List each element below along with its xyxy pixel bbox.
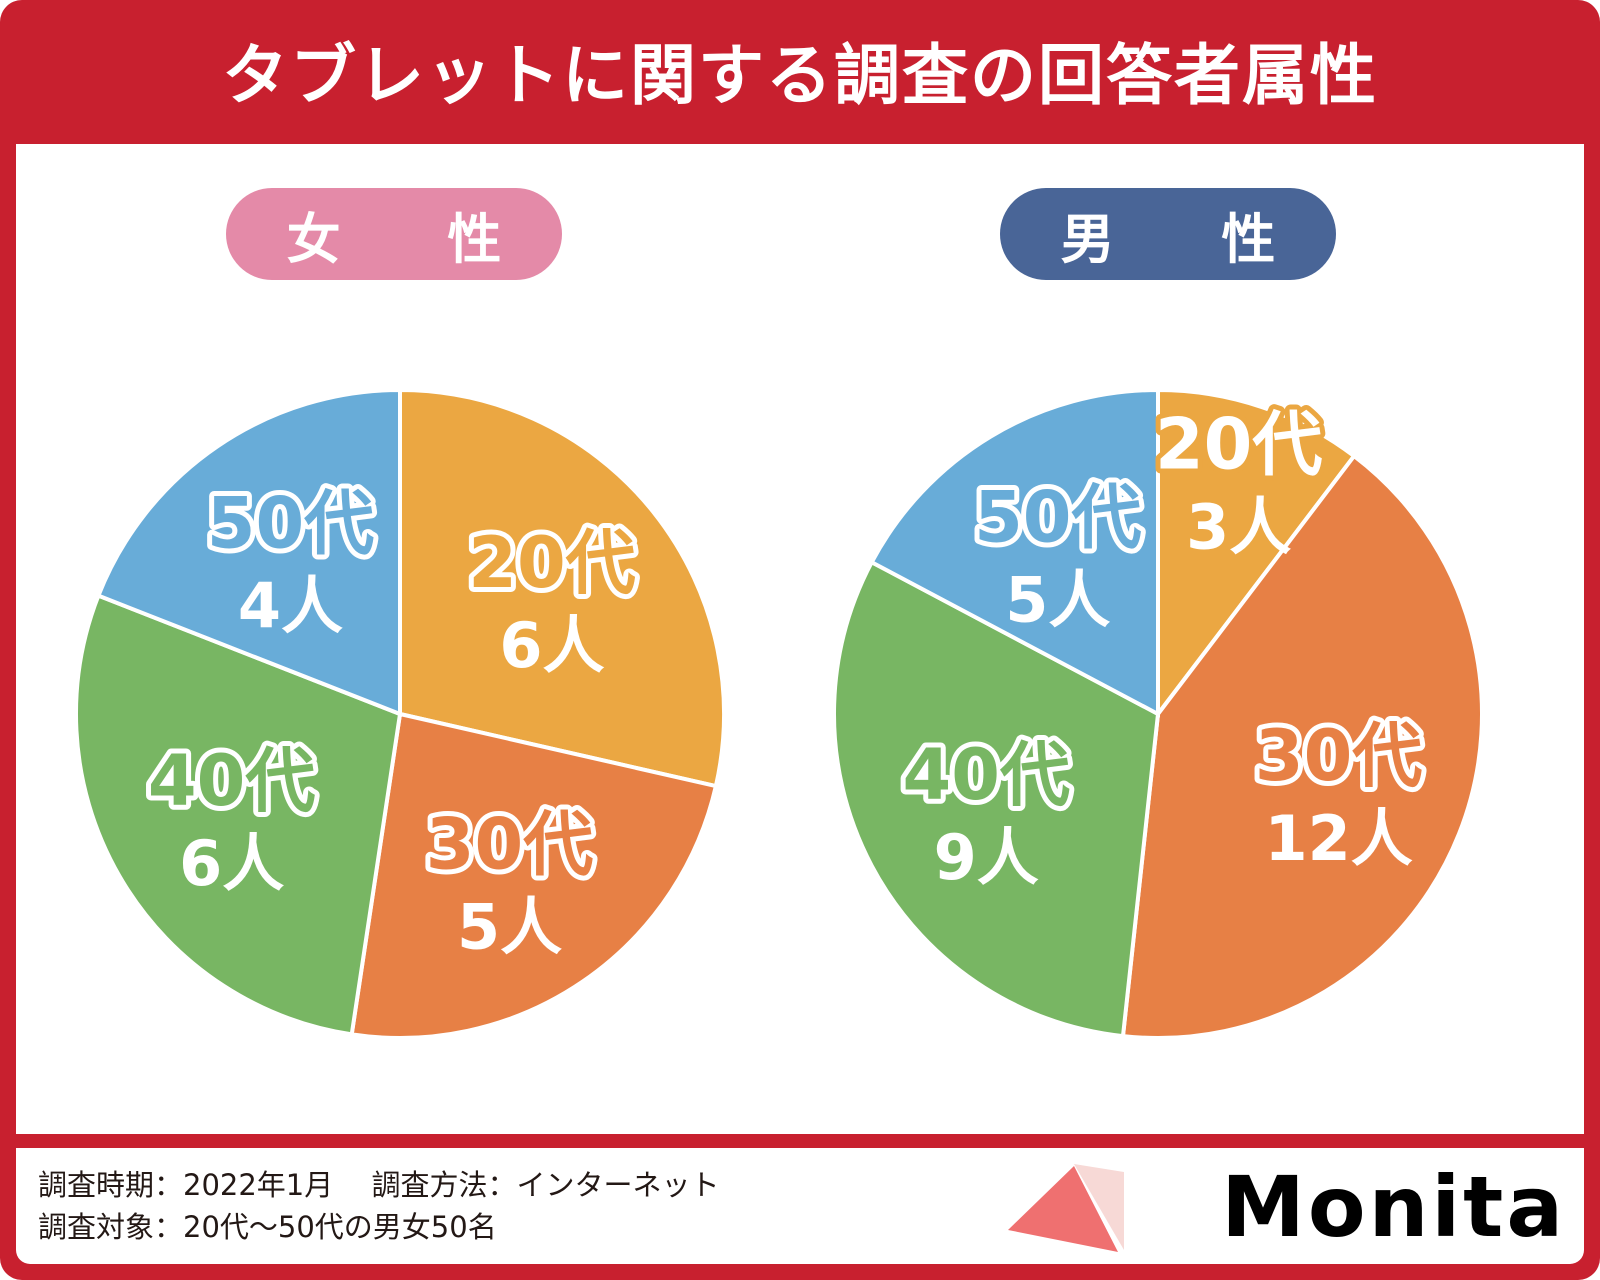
- footer: 調査時期：2022年1月 調査方法：インターネット 調査対象：20代～50代の男…: [16, 1148, 1584, 1264]
- count-label: 5人: [1005, 563, 1110, 636]
- age-label: 40代: [148, 740, 315, 822]
- pie-slice-20代: [398, 387, 726, 789]
- pie-slice-30代: [1120, 453, 1484, 1040]
- age-label: 50代: [207, 482, 374, 564]
- pie-slice-50代: [95, 387, 402, 717]
- age-label: 20代: [468, 522, 635, 604]
- pie-slice-40代: [832, 559, 1161, 1039]
- pie-slice-40代: [74, 593, 403, 1037]
- age-label: 20代: [1155, 404, 1322, 486]
- count-label: 12人: [1264, 802, 1412, 875]
- male-label: 男 性: [1000, 188, 1336, 280]
- logo-text: Monita: [1221, 1158, 1566, 1256]
- count-label: 5人: [457, 891, 562, 964]
- monita-logo: Monita: [1006, 1158, 1566, 1256]
- count-label: 6人: [499, 609, 604, 682]
- count-label: 6人: [179, 827, 284, 900]
- pie-slice-20代: [1156, 387, 1357, 720]
- female-label: 女 性: [226, 188, 562, 280]
- charts-panel: 女 性 男 性 20代 6人 30代 5人 40代 6人 50代 4人 20代 3人 30代 12人 4…: [16, 144, 1584, 1134]
- triangle-logo-icon: [1008, 1164, 1124, 1252]
- survey-target: 調査対象：20代～50代の男女50名: [38, 1210, 497, 1244]
- page-title: タブレットに関する調査の回答者属性: [222, 37, 1378, 114]
- count-label: 9人: [934, 821, 1039, 894]
- pie-slice-30代: [349, 711, 719, 1040]
- count-label: 3人: [1186, 491, 1291, 564]
- survey-info: 調査時期：2022年1月 調査方法：インターネット 調査対象：20代～50代の男…: [38, 1164, 719, 1248]
- age-label: 40代: [903, 734, 1070, 816]
- age-label: 50代: [974, 476, 1141, 558]
- survey-period-method: 調査時期：2022年1月 調査方法：インターネット: [38, 1168, 720, 1202]
- count-label: 4人: [238, 569, 343, 642]
- pie-charts: 20代6人30代5人40代6人50代4人20代3人30代12人40代9人50代5…: [74, 387, 1484, 1040]
- age-label: 30代: [1255, 715, 1422, 797]
- pie-slice-50代: [869, 387, 1160, 718]
- age-label: 30代: [426, 804, 593, 886]
